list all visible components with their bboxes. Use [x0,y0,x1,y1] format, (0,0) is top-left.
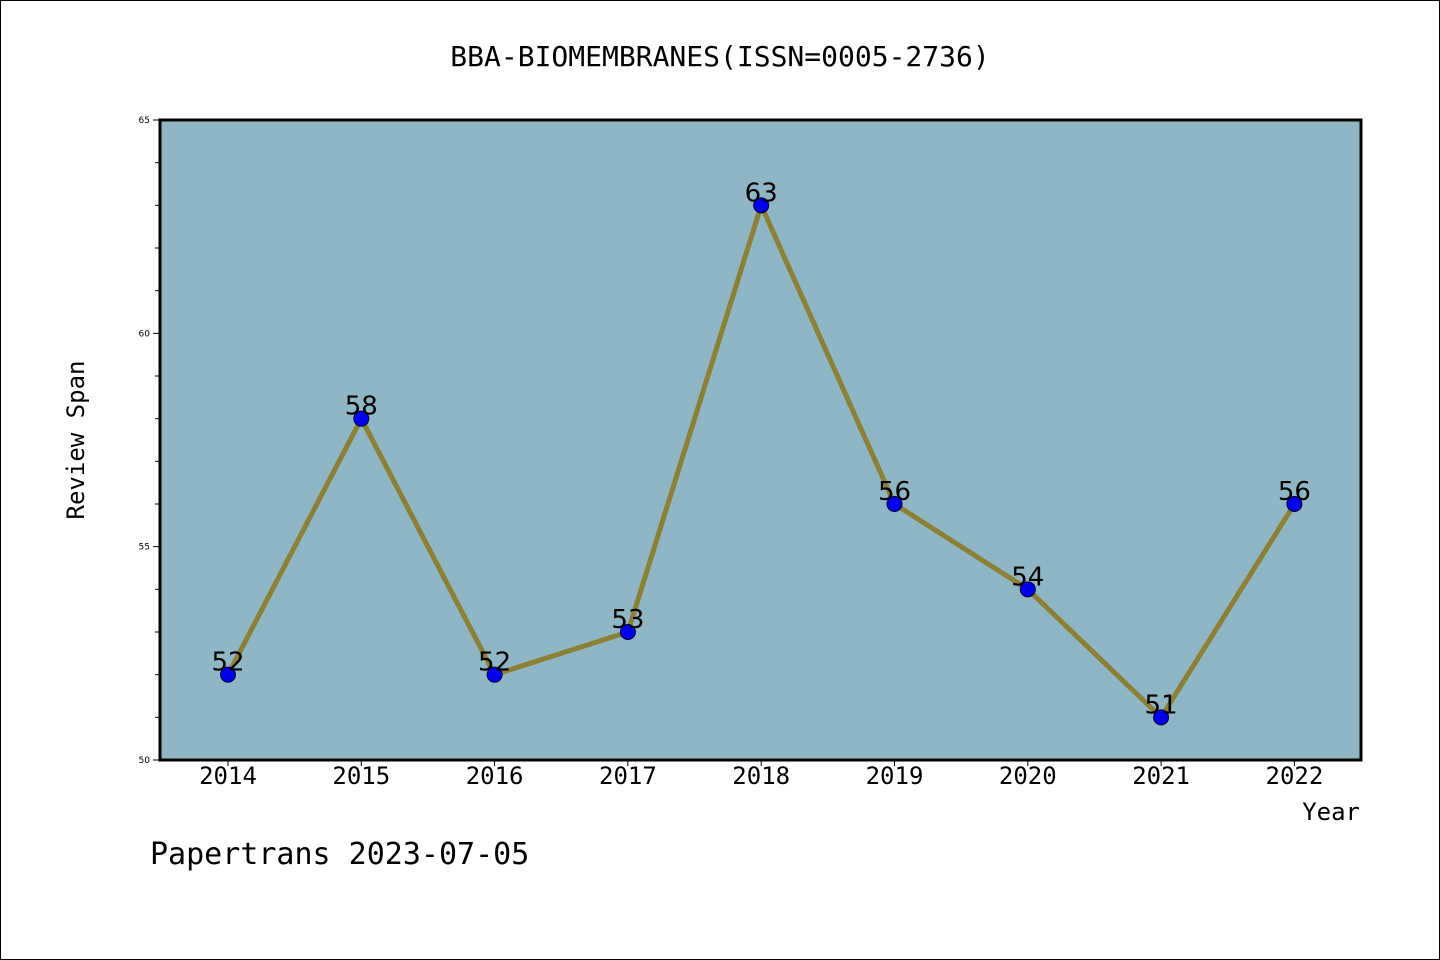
data-label: 63 [745,178,778,208]
y-tick-label: 50 [139,756,151,766]
data-point [220,666,236,683]
x-tick-label: 2019 [866,762,924,790]
x-tick-label: 2015 [332,762,390,790]
footer-credit: Papertrans 2023-07-05 [150,837,529,872]
data-label: 53 [611,605,644,635]
data-point [1286,496,1303,512]
y-axis-label: Review Span [62,361,90,520]
data-point [486,666,503,683]
y-axis: 50 55 60 65 [139,116,160,766]
x-tick-label: 2018 [732,762,790,790]
y-tick-label: 60 [139,329,151,339]
x-tick-label: 2016 [466,762,524,790]
x-axis: 2014 2015 2016 2017 2018 2019 2020 2021 2022 [199,760,1323,790]
chart-title: BBA-BIOMEMBRANES(ISSN=0005-2736) [450,40,989,73]
data-point [1019,581,1036,598]
y-tick-label: 55 [139,543,150,553]
x-tick-label: 2020 [999,762,1057,790]
x-tick-label: 2017 [599,762,657,790]
data-point [353,410,370,427]
y-tick-label: 65 [139,116,150,126]
data-point [886,496,903,512]
data-label: 54 [1011,562,1044,592]
x-tick-label: 2014 [199,762,257,790]
data-label: 52 [478,648,511,678]
data-point [1153,709,1170,726]
x-tick-label: 2022 [1266,762,1324,790]
x-tick-label: 2021 [1132,762,1190,790]
plot-area [158,118,1363,762]
data-label: 51 [1145,690,1178,720]
data-label: 52 [211,648,244,678]
data-point [753,197,770,214]
data-label: 56 [1278,477,1311,507]
data-label: 58 [345,392,378,422]
data-label: 56 [878,477,911,507]
x-axis-label: Year [1302,798,1360,826]
data-point [619,624,636,640]
marker-group [220,197,1303,726]
data-label-group: 52 58 52 53 63 56 54 51 56 [211,178,1310,720]
